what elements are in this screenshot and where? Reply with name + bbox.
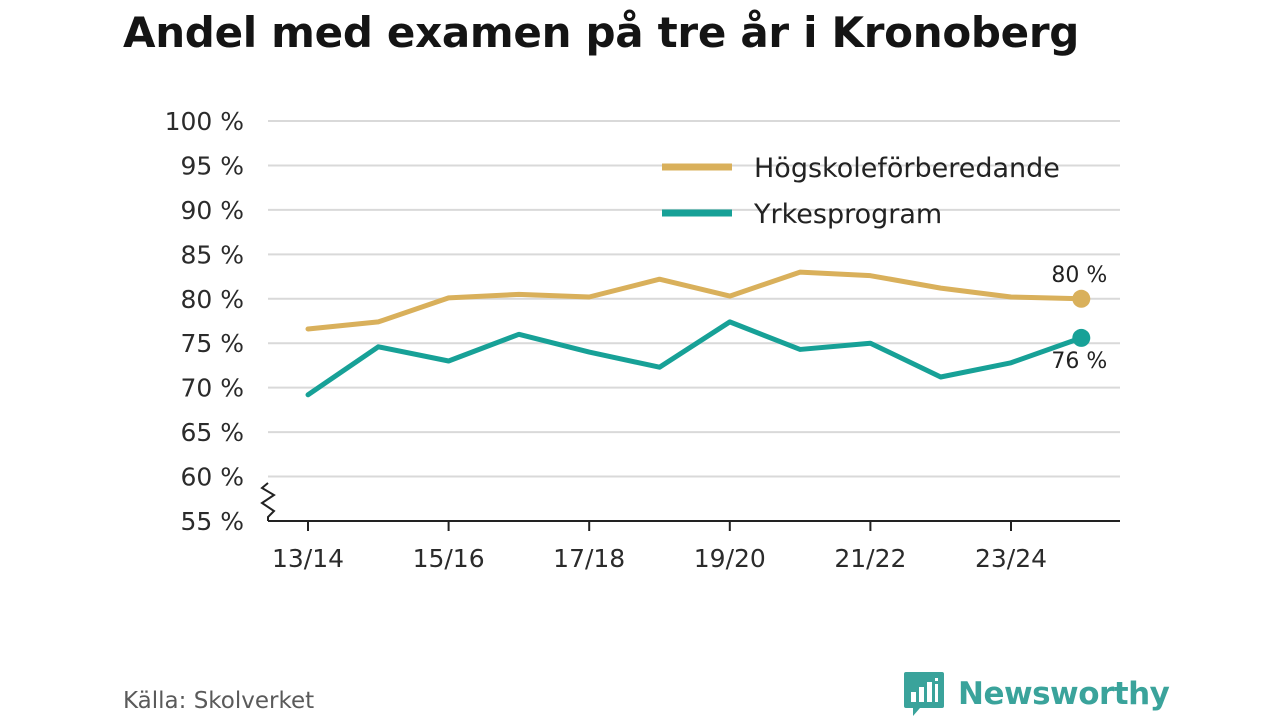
- axis-break: [260, 482, 276, 521]
- series-line: [305, 319, 1084, 398]
- legend: Högskoleförberedande Yrkesprogram: [662, 153, 1060, 230]
- y-tick-label: 75 %: [180, 329, 244, 358]
- y-tick-label: 85 %: [180, 240, 244, 269]
- end-value-label: 80 %: [1051, 263, 1107, 288]
- series-line: [305, 269, 1084, 332]
- gridlines: [268, 120, 1120, 478]
- brand-logo: Newsworthy: [902, 670, 1170, 718]
- series-lines: 80 % 76 %: [305, 263, 1107, 398]
- y-tick-label: 80 %: [180, 285, 244, 314]
- source-text: Källa: Skolverket: [123, 688, 315, 714]
- brand-name: Newsworthy: [958, 676, 1170, 712]
- legend-label: Högskoleförberedande: [754, 153, 1060, 184]
- y-tick-label: 95 %: [180, 151, 244, 180]
- y-tick-label: 60 %: [180, 463, 244, 492]
- series-end-point: [1072, 328, 1091, 347]
- x-axis: 13/14 15/16 17/18 19/20 21/22 23/24: [260, 482, 1120, 573]
- x-tick-label: 13/14: [272, 544, 344, 573]
- y-tick-label: 70 %: [180, 374, 244, 403]
- x-tick-label: 21/22: [834, 544, 906, 573]
- y-tick-label: 65 %: [180, 418, 244, 447]
- y-tick-label: 90 %: [180, 196, 244, 225]
- y-axis-ticks: 55 % 60 % 65 % 70 % 75 % 80 % 85 % 90 % 95 % 100 …: [165, 107, 244, 536]
- x-tick-label: 19/20: [694, 544, 766, 573]
- y-tick-label: 55 %: [180, 507, 244, 536]
- x-tick-label: 17/18: [553, 544, 625, 573]
- end-value-label: 76 %: [1051, 349, 1107, 374]
- newsworthy-logo-icon: [904, 672, 944, 716]
- x-tick-label: 23/24: [975, 544, 1047, 573]
- y-tick-label: 100 %: [165, 107, 244, 136]
- chart-title: Andel med examen på tre år i Kronoberg: [123, 8, 1080, 57]
- x-tick-label: 15/16: [413, 544, 485, 573]
- series-end-point: [1072, 289, 1091, 308]
- legend-label: Yrkesprogram: [753, 199, 942, 230]
